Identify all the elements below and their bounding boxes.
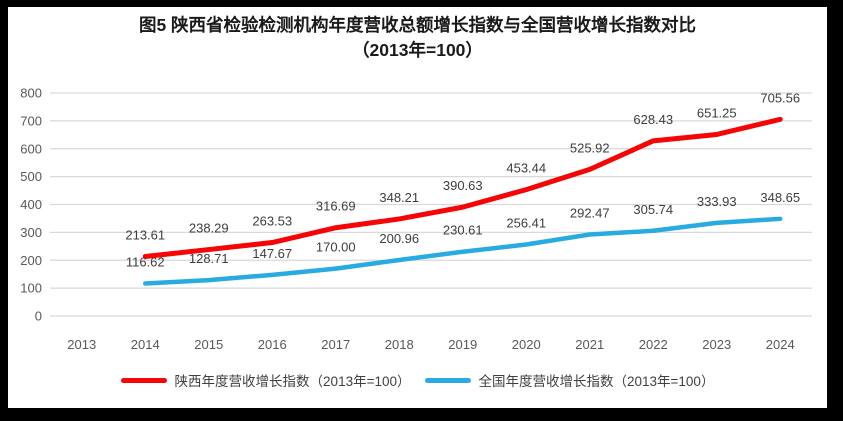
- svg-text:238.29: 238.29: [189, 221, 229, 236]
- svg-text:453.44: 453.44: [506, 161, 546, 176]
- svg-text:2014: 2014: [131, 337, 160, 352]
- svg-text:200.96: 200.96: [379, 231, 419, 246]
- svg-text:800: 800: [20, 86, 42, 101]
- svg-text:2013: 2013: [67, 337, 96, 352]
- chart-panel: [8, 7, 827, 408]
- svg-text:348.65: 348.65: [760, 190, 800, 205]
- svg-text:2022: 2022: [639, 337, 668, 352]
- legend-label-shaanxi: 陕西年度营收增长指数（2013年=100）: [174, 374, 411, 389]
- svg-text:628.43: 628.43: [633, 112, 673, 127]
- svg-text:2024: 2024: [766, 337, 795, 352]
- svg-text:116.62: 116.62: [126, 254, 165, 269]
- national-line-swatch: [424, 377, 471, 383]
- svg-text:230.61: 230.61: [443, 223, 483, 238]
- svg-text:147.67: 147.67: [252, 246, 292, 261]
- svg-text:263.53: 263.53: [252, 214, 292, 229]
- svg-text:100: 100: [20, 281, 42, 296]
- chart-title-line2: （2013年=100）: [352, 40, 483, 60]
- svg-text:2018: 2018: [385, 337, 414, 352]
- svg-text:2021: 2021: [575, 337, 604, 352]
- svg-text:128.71: 128.71: [189, 251, 229, 266]
- chart-title: 图5 陕西省检验检测机构年度营收总额增长指数与全国营收增长指数对比 （2013年…: [8, 13, 827, 63]
- svg-text:300: 300: [20, 225, 42, 240]
- legend-item-shaanxi: 陕西年度营收增长指数（2013年=100）: [120, 370, 411, 390]
- legend: 陕西年度营收增长指数（2013年=100） 全国年度营收增长指数（2013年=1…: [8, 370, 827, 390]
- svg-text:2020: 2020: [512, 337, 541, 352]
- svg-text:651.25: 651.25: [697, 105, 737, 120]
- svg-text:348.21: 348.21: [379, 190, 419, 205]
- svg-text:316.69: 316.69: [316, 199, 356, 214]
- svg-text:705.56: 705.56: [760, 90, 800, 105]
- svg-text:2017: 2017: [321, 337, 350, 352]
- shaanxi-line-swatch: [120, 377, 167, 383]
- svg-text:213.61: 213.61: [125, 227, 165, 242]
- svg-text:0: 0: [35, 309, 42, 324]
- svg-text:170.00: 170.00: [316, 240, 356, 255]
- svg-text:600: 600: [20, 141, 42, 156]
- svg-text:500: 500: [20, 169, 42, 184]
- legend-item-national: 全国年度营收增长指数（2013年=100）: [424, 370, 715, 390]
- legend-label-national: 全国年度营收增长指数（2013年=100）: [478, 374, 715, 389]
- svg-text:2015: 2015: [194, 337, 223, 352]
- svg-text:2023: 2023: [702, 337, 731, 352]
- svg-text:2016: 2016: [258, 337, 287, 352]
- svg-text:305.74: 305.74: [633, 202, 673, 217]
- svg-text:390.63: 390.63: [443, 178, 483, 193]
- svg-text:256.41: 256.41: [506, 216, 546, 231]
- svg-text:525.92: 525.92: [570, 140, 610, 155]
- svg-text:333.93: 333.93: [697, 194, 737, 209]
- svg-text:700: 700: [20, 113, 42, 128]
- svg-text:400: 400: [20, 197, 42, 212]
- svg-text:200: 200: [20, 253, 42, 268]
- svg-text:2019: 2019: [448, 337, 477, 352]
- chart-title-line1: 图5 陕西省检验检测机构年度营收总额增长指数与全国营收增长指数对比: [138, 15, 697, 35]
- svg-text:292.47: 292.47: [570, 205, 610, 220]
